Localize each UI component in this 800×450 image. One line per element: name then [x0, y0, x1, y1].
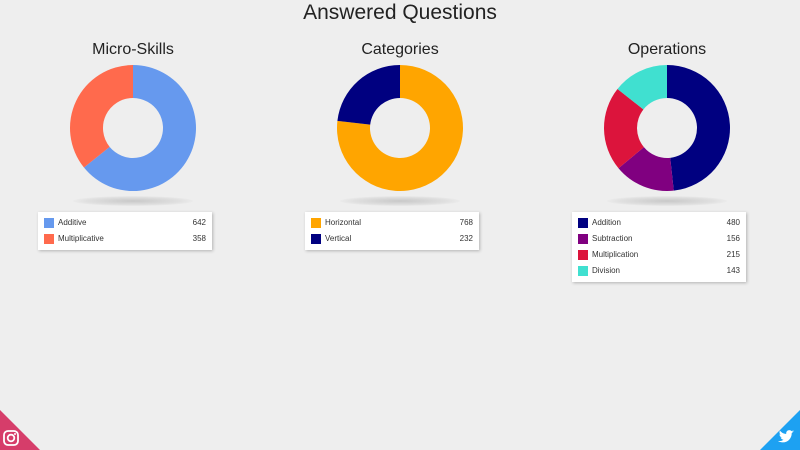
donut-slice-multiplicative: [69, 65, 133, 168]
legend-label: Multiplication: [592, 250, 639, 259]
legend-item: Addition 480: [572, 215, 746, 231]
chart-panel-micro-skills: Micro-Skills Additive 642 Multiplicative…: [33, 40, 233, 250]
chart-shadow: [73, 196, 193, 206]
legend-value: 143: [726, 266, 740, 275]
legend-swatch: [578, 266, 588, 276]
instagram-corner-bg: [0, 410, 40, 450]
legend-value: 156: [726, 234, 740, 243]
legend-swatch: [44, 234, 54, 244]
legend-item: Multiplication 215: [572, 247, 746, 263]
donut-chart-micro-skills: [69, 65, 196, 191]
legend-swatch: [578, 250, 588, 260]
legend-label: Additive: [58, 218, 87, 227]
donut-slice-additive: [83, 65, 196, 191]
legend-label: Multiplicative: [58, 234, 104, 243]
donut-slice-vertical: [337, 65, 400, 125]
legend-item: Multiplicative 358: [38, 231, 212, 247]
chart-title: Operations: [627, 41, 707, 58]
legend-label: Horizontal: [325, 218, 362, 227]
chart-panel-categories: Categories Horizontal 768 Vertical 232: [300, 40, 500, 250]
legend-swatch: [44, 218, 54, 228]
legend-micro-skills: Additive 642 Multiplicative 358: [38, 212, 212, 250]
legend-item: Vertical 232: [305, 231, 479, 247]
donut-slice-subtraction: [618, 147, 674, 191]
donut-slice-horizontal: [337, 65, 463, 191]
legend-value: 215: [726, 250, 740, 259]
legend-item: Division 143: [572, 263, 746, 279]
chart-panel-operations: Operations Addition 480 Subtraction 156 …: [567, 40, 767, 282]
twitter-corner-bg: [760, 410, 800, 450]
instagram-link[interactable]: [0, 410, 40, 450]
twitter-icon: [760, 410, 800, 450]
legend-item: Horizontal 768: [305, 215, 479, 231]
legend-item: Additive 642: [38, 215, 212, 231]
legend-value: 358: [192, 234, 206, 243]
chart-shadow: [340, 196, 460, 206]
legend-swatch: [578, 234, 588, 244]
page-title: Answered Questions: [303, 1, 497, 24]
chart-title: Micro-Skills: [92, 41, 174, 58]
legend-label: Division: [592, 266, 621, 275]
legend-item: Subtraction 156: [572, 231, 746, 247]
legend-operations: Addition 480 Subtraction 156 Multiplicat…: [572, 212, 746, 282]
donut-slice-addition: [667, 65, 731, 191]
legend-swatch: [311, 234, 321, 244]
legend-value: 642: [192, 218, 206, 227]
chart-shadow: [607, 196, 727, 206]
legend-value: 768: [459, 218, 473, 227]
legend-swatch: [311, 218, 321, 228]
legend-categories: Horizontal 768 Vertical 232: [305, 212, 479, 250]
donut-slice-multiplication: [604, 89, 644, 169]
twitter-link[interactable]: [760, 410, 800, 450]
instagram-icon: [0, 410, 40, 450]
donut-chart-categories: [337, 65, 463, 191]
donut-slice-division: [617, 65, 667, 110]
legend-label: Addition: [592, 218, 621, 227]
legend-swatch: [578, 218, 588, 228]
donut-chart-operations: [604, 65, 731, 191]
legend-value: 480: [726, 218, 740, 227]
legend-label: Vertical: [325, 234, 352, 243]
legend-value: 232: [459, 234, 473, 243]
legend-label: Subtraction: [592, 234, 633, 243]
chart-title: Categories: [361, 41, 439, 58]
